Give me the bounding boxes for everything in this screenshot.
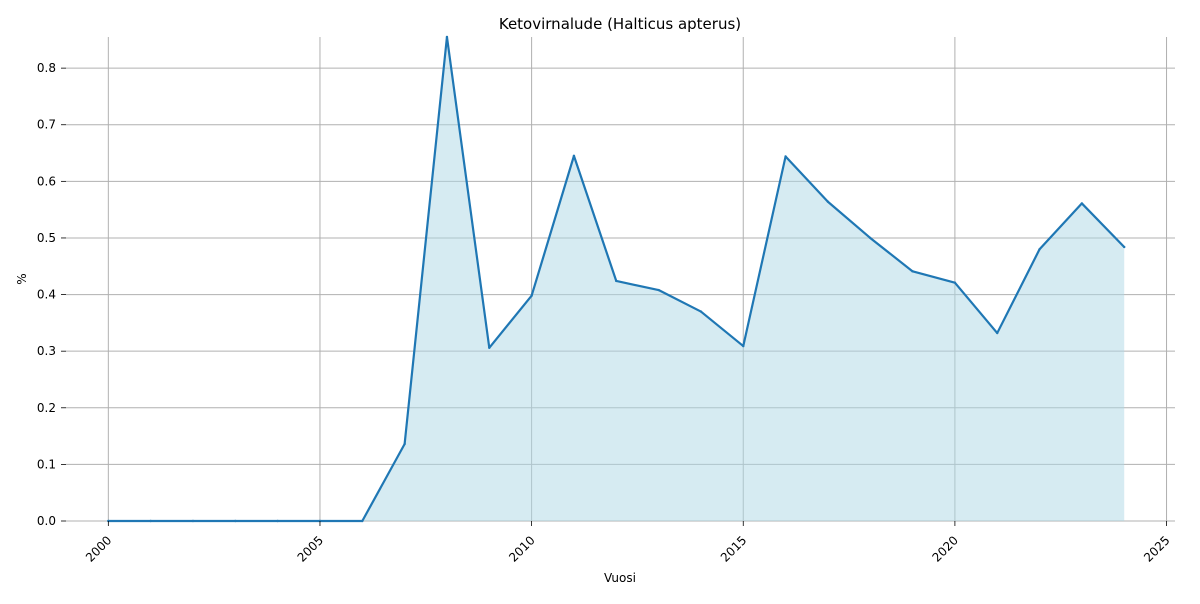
data-point <box>657 288 660 292</box>
data-point <box>869 236 872 240</box>
data-point <box>572 154 576 158</box>
y-tick-label: 0.1 <box>37 457 56 471</box>
chart-title: Ketovirnalude (Halticus apterus) <box>499 15 741 33</box>
data-point <box>784 155 787 158</box>
data-point <box>953 281 957 284</box>
y-tick-label: 0.2 <box>37 401 56 415</box>
x-tick-label: 2025 <box>1141 533 1172 564</box>
data-point <box>234 519 237 523</box>
data-point <box>149 519 152 523</box>
x-tick-label: 2010 <box>506 533 537 564</box>
data-point <box>488 346 491 349</box>
data-point <box>615 279 618 283</box>
x-axis-label: Vuosi <box>604 571 636 585</box>
data-point <box>1123 245 1126 249</box>
data-point <box>996 331 999 335</box>
data-point <box>445 35 449 39</box>
y-tick-label: 0.4 <box>37 288 56 302</box>
data-point <box>1080 202 1084 205</box>
area-fill <box>108 37 1125 521</box>
y-tick-label: 0.7 <box>37 118 56 132</box>
y-tick-label: 0.3 <box>37 344 56 358</box>
y-tick-label: 0.0 <box>37 514 56 528</box>
data-point <box>530 294 533 297</box>
data-point <box>911 270 914 273</box>
x-axis-ticks: 2000 2005 2010 2015 2020 2025 <box>83 521 1173 565</box>
data-point <box>826 200 830 203</box>
series-line-layer <box>107 35 1126 523</box>
area-fill-layer <box>108 37 1125 521</box>
data-point <box>191 519 195 523</box>
y-axis-ticks: 0.0 0.1 0.2 0.3 0.4 0.5 0.6 0.7 0.8 <box>37 61 66 528</box>
data-point <box>276 519 279 523</box>
data-point <box>699 310 703 313</box>
x-tick-label: 2005 <box>295 533 326 564</box>
x-tick-label: 2000 <box>83 533 114 564</box>
y-tick-label: 0.5 <box>37 231 56 245</box>
data-point <box>742 344 745 348</box>
data-point <box>1038 248 1041 251</box>
y-tick-label: 0.8 <box>37 61 56 75</box>
x-tick-label: 2015 <box>718 533 749 564</box>
data-point <box>361 519 364 523</box>
y-tick-label: 0.6 <box>37 174 56 188</box>
y-axis-label: % <box>15 273 29 284</box>
x-tick-label: 2020 <box>930 533 961 564</box>
data-point <box>403 442 406 446</box>
